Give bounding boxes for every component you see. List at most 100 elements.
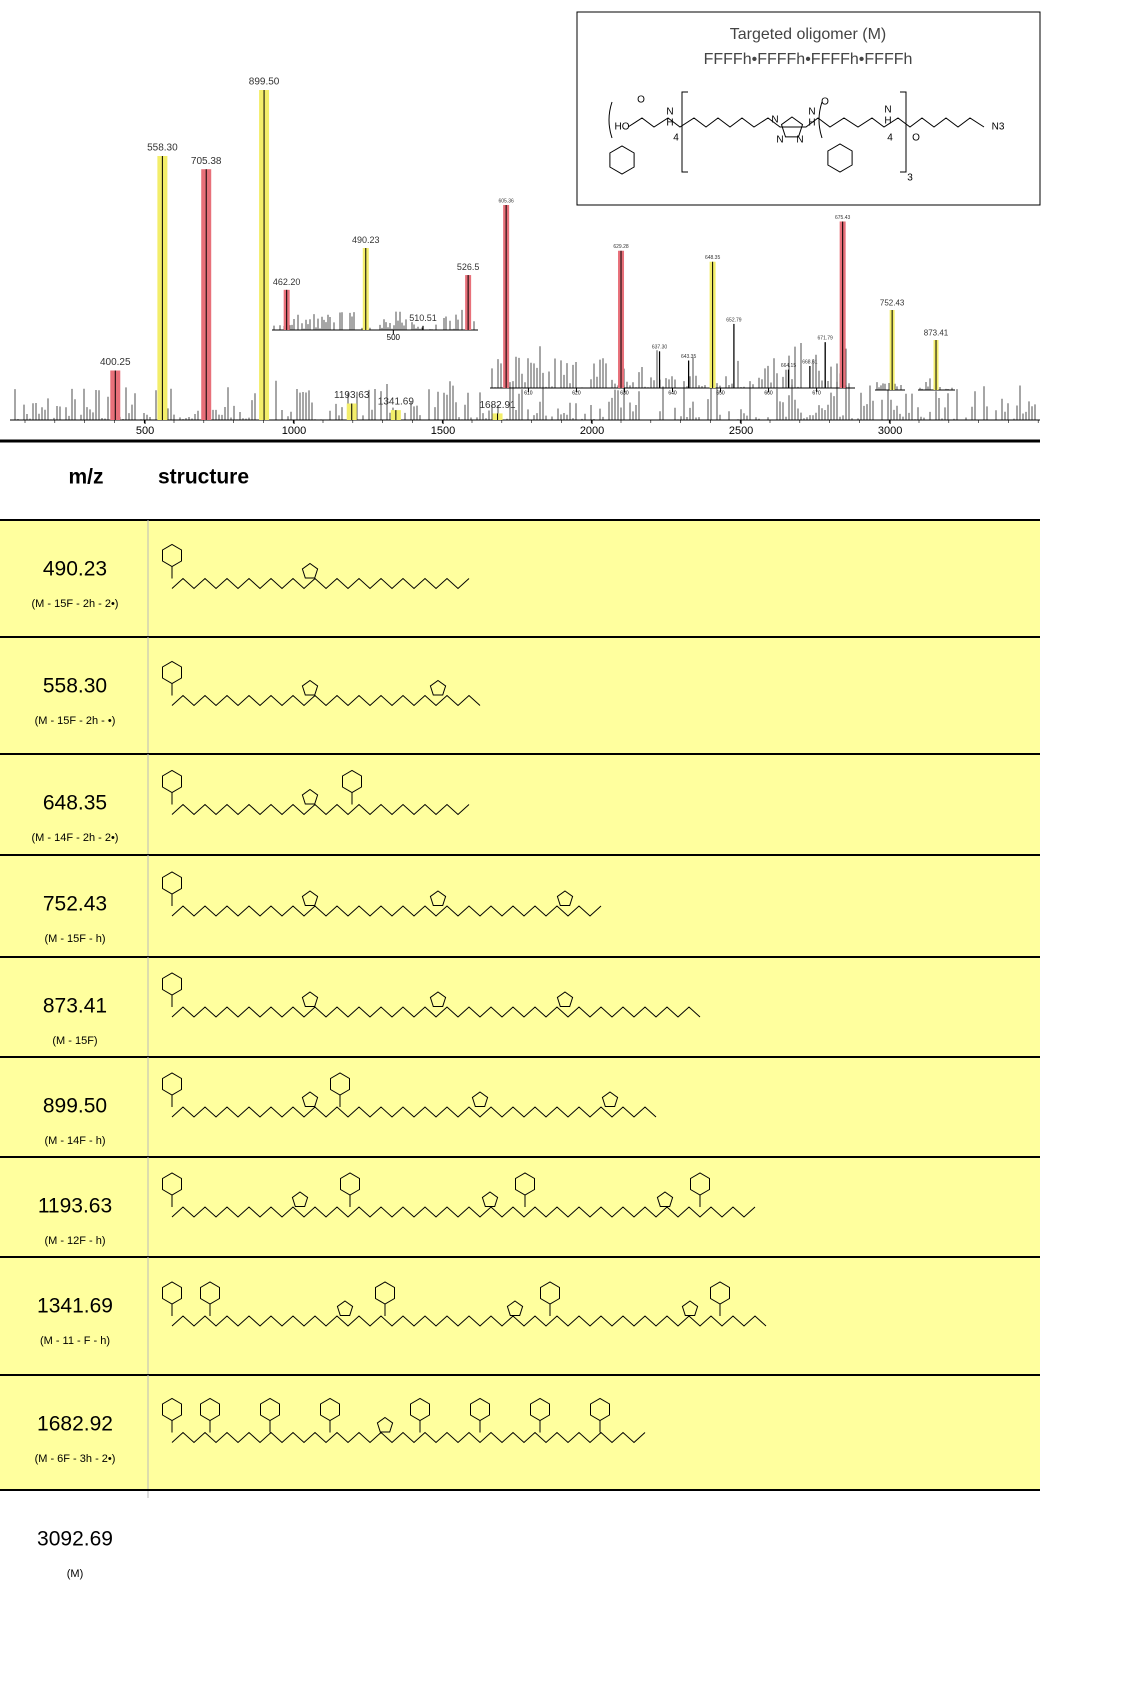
phenyl-ring: [530, 1397, 550, 1422]
chain: [171, 577, 470, 590]
triazole-ring: [471, 1091, 489, 1107]
phenyl-ring: [320, 1397, 340, 1422]
atom-label: N: [666, 107, 673, 118]
x-tick-label: 640: [668, 390, 677, 396]
row-bg: [0, 1375, 1040, 1490]
row-bg: [0, 1157, 1040, 1257]
atom-label: H: [808, 118, 815, 129]
phenyl-ring: [162, 543, 182, 568]
chain: [171, 1006, 701, 1018]
phenyl-ring: [609, 145, 635, 175]
triazole-ring: [780, 116, 804, 138]
phenyl-ring: [470, 1397, 490, 1422]
atom-label: H: [884, 116, 891, 127]
row-bg: [0, 855, 1040, 957]
noise: [491, 343, 850, 388]
row-bg: [0, 754, 1040, 855]
peak-label: 526.5: [457, 262, 480, 272]
peak-label: 510.51: [409, 313, 437, 323]
peak-label: 637.30: [652, 345, 668, 351]
x-tick-label: 1500: [431, 425, 455, 437]
brackets: [608, 91, 907, 173]
mz-value: 1682.92: [37, 1413, 113, 1436]
atom-label: N: [808, 107, 815, 118]
mz-value: 1341.69: [37, 1295, 113, 1318]
triazole-ring: [656, 1191, 674, 1207]
phenyl-ring: [162, 972, 182, 996]
peak-label: 899.50: [249, 77, 280, 88]
triazole-ring: [301, 991, 319, 1007]
chain: [171, 905, 602, 917]
peak-label: 1341.69: [378, 397, 415, 408]
atom-label: HO: [615, 122, 630, 133]
chain: [171, 1106, 657, 1118]
chain: [171, 1431, 646, 1444]
phenyl-ring: [410, 1397, 430, 1422]
peak-label: 675.43: [835, 215, 851, 221]
phenyl-ring: [540, 1281, 560, 1305]
triazole-ring: [336, 1300, 354, 1316]
phenyl-ring: [330, 1072, 350, 1096]
peak-label: 558.30: [147, 143, 178, 154]
phenyl-ring: [690, 1172, 710, 1196]
atom-label: N: [884, 105, 891, 116]
fragment-label: (M - 15F): [52, 1035, 97, 1047]
mz-value: 3092.69: [37, 1528, 113, 1551]
fragment-label: (M - 11 - F - h): [40, 1335, 110, 1347]
phenyl-ring: [162, 871, 182, 895]
target-box: [576, 11, 1041, 206]
phenyl-ring: [162, 660, 182, 685]
triazole-ring: [376, 1416, 394, 1433]
atom-label: 4: [887, 133, 893, 144]
triazole-ring: [601, 1091, 619, 1107]
atom-label: O: [912, 133, 920, 144]
mz-value: 558.30: [43, 675, 107, 698]
phenyl-ring: [162, 1397, 182, 1422]
chain: [171, 1206, 756, 1218]
row-bg: [0, 520, 1040, 637]
phenyl-ring: [162, 1172, 182, 1196]
mz-value: 648.35: [43, 792, 107, 815]
peak-label: 490.23: [352, 235, 380, 245]
peak-label: 629.28: [613, 244, 629, 250]
fragment-label: (M): [67, 1568, 84, 1580]
mz-value: 752.43: [43, 893, 107, 916]
peak-label: 1193.63: [334, 390, 370, 401]
phenyl-ring: [200, 1281, 220, 1305]
chain: [627, 117, 985, 128]
peak-label: 643.35: [681, 354, 697, 360]
fragment-label: (M - 15F - 2h - 2•): [32, 598, 119, 610]
atom-label: O: [821, 97, 829, 108]
triazole-ring: [429, 991, 447, 1007]
phenyl-ring: [200, 1397, 220, 1422]
x-tick-label: 660: [764, 390, 773, 396]
atom-label: 4: [673, 133, 679, 144]
triazole-ring: [481, 1191, 499, 1207]
phenyl-ring: [375, 1281, 395, 1305]
row-bg: [0, 1057, 1040, 1157]
phenyl-ring: [827, 143, 853, 173]
triazole-ring: [429, 679, 447, 696]
atom-label: 3: [907, 173, 913, 184]
x-tick-label: 500: [136, 425, 154, 437]
triazole-ring: [291, 1191, 309, 1207]
fragment-label: (M - 14F - 2h - 2•): [32, 832, 119, 844]
x-tick-label: 620: [572, 390, 581, 396]
phenyl-ring: [342, 769, 362, 794]
chain: [171, 1315, 767, 1327]
fragment-label: (M - 6F - 3h - 2•): [35, 1453, 116, 1465]
atom-label: H: [666, 118, 673, 129]
triazole-ring: [556, 991, 574, 1007]
chain: [171, 694, 481, 707]
atom-label: N: [796, 135, 803, 146]
x-tick-label: 670: [812, 390, 821, 396]
fragment-label: (M - 14F - h): [44, 1135, 105, 1147]
triazole-ring: [429, 890, 447, 906]
x-tick-label: 630: [620, 390, 629, 396]
x-tick-label: 1000: [282, 425, 306, 437]
atom-label: N: [771, 115, 778, 126]
x-tick-label: 2500: [729, 425, 753, 437]
noise: [876, 371, 902, 390]
triazole-ring: [506, 1300, 524, 1316]
x-tick-label: 2000: [580, 425, 604, 437]
